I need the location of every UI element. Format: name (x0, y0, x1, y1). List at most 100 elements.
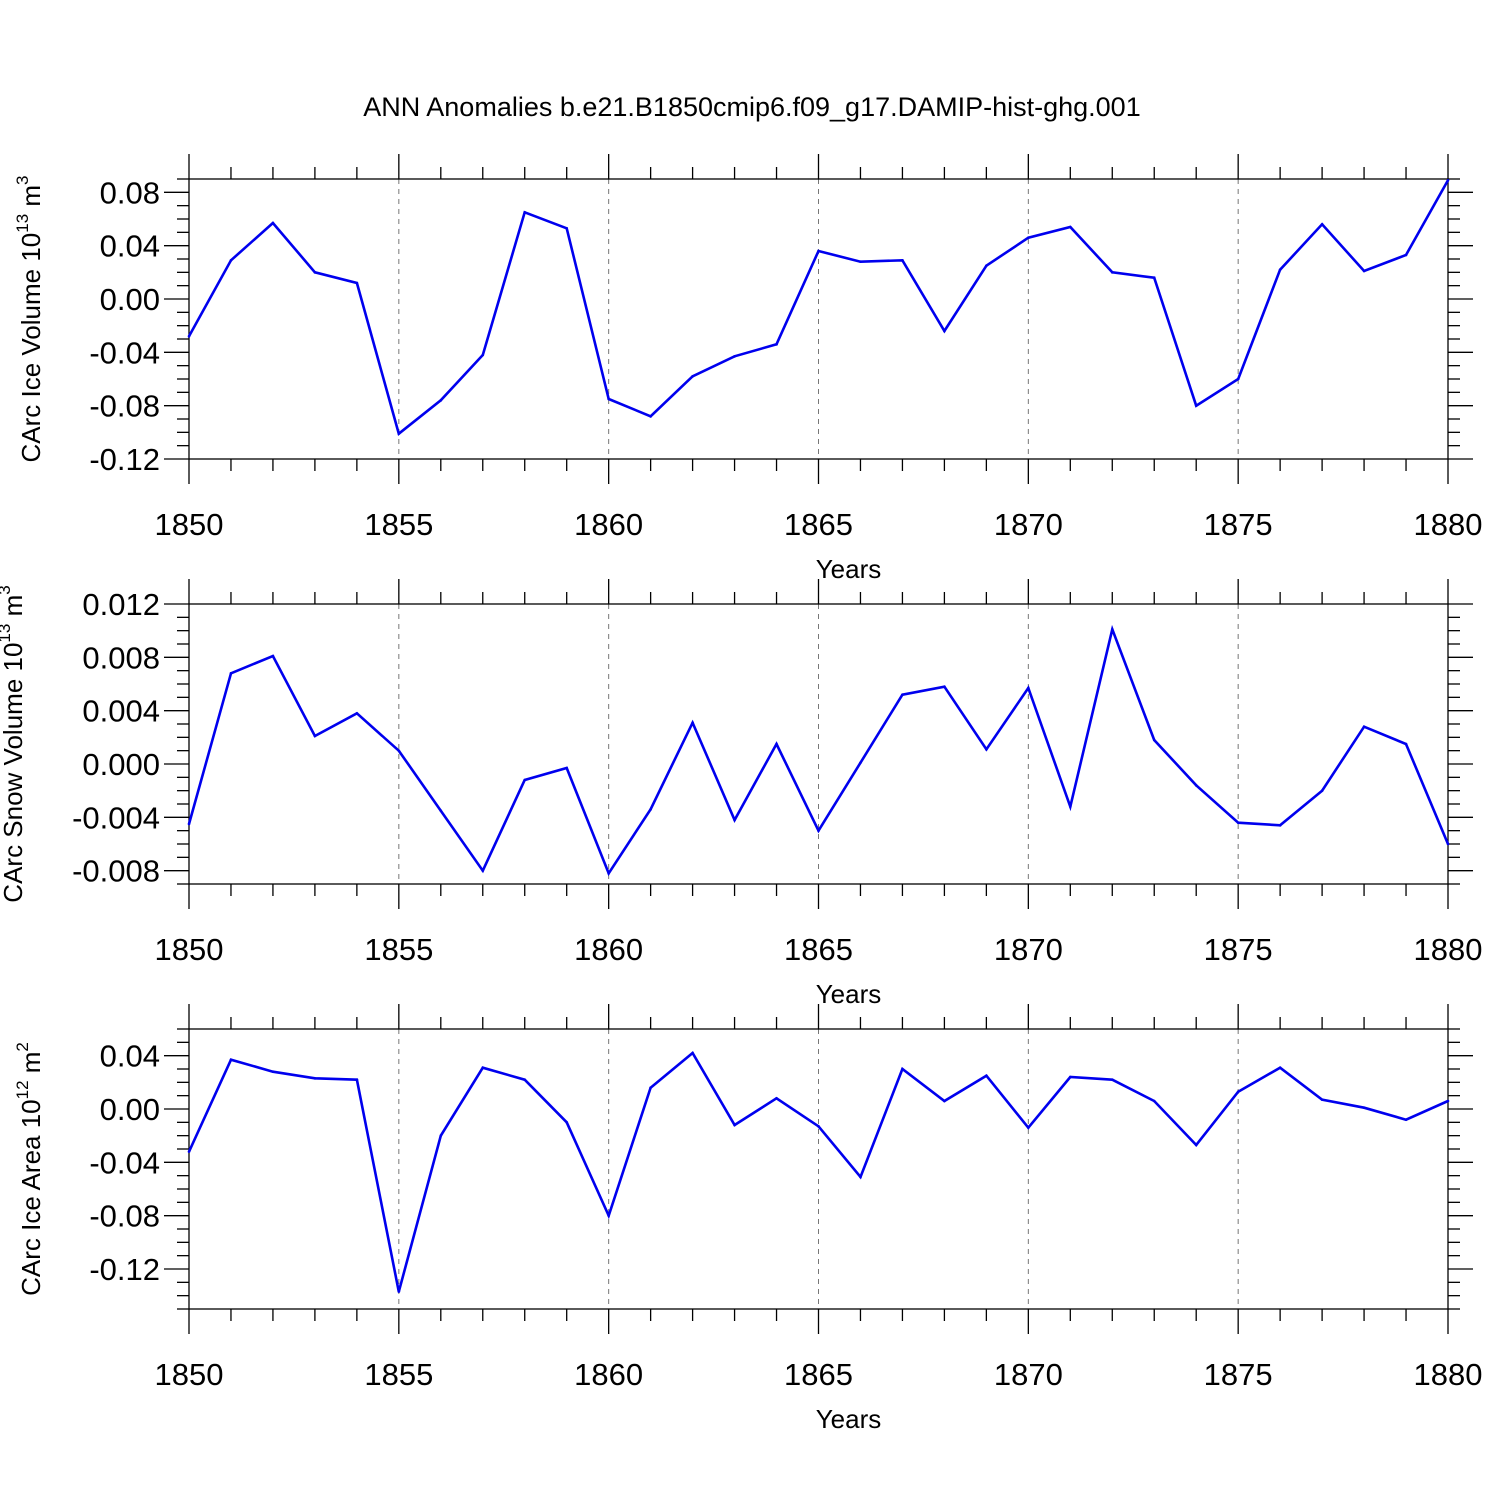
x-tick-label: 1850 (155, 1357, 224, 1392)
y-tick-label: -0.04 (89, 335, 160, 370)
series-line (187, 179, 1450, 436)
data-point (1320, 1098, 1324, 1101)
x-tick-label: 1855 (364, 507, 433, 542)
y-tick-label: 0.00 (100, 282, 160, 317)
x-tick-label: 1870 (994, 1357, 1063, 1392)
data-point (607, 1214, 610, 1217)
data-point (943, 685, 946, 688)
x-tick-label: 1870 (994, 507, 1063, 542)
data-point (1236, 1090, 1240, 1093)
data-point (607, 397, 610, 401)
data-point (901, 1067, 904, 1071)
data-point (313, 1077, 317, 1080)
data-point (523, 778, 527, 782)
y-tick-label: 0.04 (100, 1039, 160, 1074)
y-axis-label: CArc Ice Volume 1013 m3 (13, 175, 46, 462)
x-tick-label: 1850 (155, 932, 224, 967)
data-point (859, 761, 862, 764)
data-point (565, 1121, 568, 1124)
data-point (649, 1086, 652, 1089)
data-point (1236, 377, 1240, 381)
data-point (649, 415, 652, 418)
data-point (271, 654, 275, 658)
data-point (355, 281, 359, 285)
y-tick-label: 0.004 (82, 694, 160, 729)
data-point (271, 1070, 275, 1073)
data-point (1404, 1118, 1408, 1121)
data-point (817, 1125, 820, 1128)
data-point (1278, 824, 1282, 827)
data-point (985, 264, 988, 267)
y-tick-label: 0.08 (100, 175, 160, 210)
data-point (1278, 1066, 1282, 1069)
y-tick-label: 0.008 (82, 640, 160, 675)
data-point (1362, 1106, 1366, 1109)
data-point (733, 818, 736, 822)
data-point (565, 766, 568, 770)
data-point (1194, 1143, 1198, 1147)
data-point (523, 1078, 527, 1081)
data-point (1320, 223, 1324, 226)
x-tick-label: 1875 (1204, 1357, 1273, 1392)
data-point (1069, 225, 1072, 229)
panel-3: 0.04 0.00 -0.04 -0.08 -0.12 1850 1855 1860 1865 1… (13, 1004, 1482, 1434)
data-point (1069, 805, 1072, 808)
data-point (691, 721, 694, 724)
y-tick-label: 0.00 (100, 1092, 160, 1127)
x-tick-label: 1865 (784, 1357, 853, 1392)
data-point (859, 1175, 862, 1179)
x-tick-label: 1850 (155, 507, 224, 542)
data-point (1027, 686, 1030, 690)
x-tick-label: 1870 (994, 932, 1063, 967)
data-point (565, 227, 568, 230)
x-tick-label: 1880 (1414, 507, 1483, 542)
panels: 0.08 0.04 0.00 -0.04 -0.08 -0.12 1850 1855 1860 1… (0, 154, 1482, 1434)
data-point (229, 1058, 233, 1061)
data-point (1069, 1075, 1072, 1079)
x-tick-label: 1865 (784, 932, 853, 967)
y-tick-label: -0.08 (89, 389, 160, 424)
data-point (943, 329, 946, 333)
data-point (1194, 784, 1198, 787)
data-point (355, 712, 359, 715)
data-point (481, 1066, 485, 1069)
data-point (775, 742, 778, 746)
data-point (1027, 1126, 1030, 1129)
y-axis-label: CArc Snow Volume 1013 m3 (0, 585, 28, 902)
x-tick-label: 1865 (784, 507, 853, 542)
x-axis-label: Years (816, 1404, 882, 1434)
data-point (817, 829, 820, 832)
data-point (817, 249, 820, 253)
data-point (733, 1123, 736, 1127)
y-tick-label: -0.08 (89, 1199, 160, 1234)
data-point (1110, 628, 1114, 631)
data-point (439, 399, 443, 402)
data-point (1362, 269, 1366, 273)
data-point (985, 748, 988, 751)
x-axis-label: Years (816, 979, 882, 1009)
data-point (985, 1074, 988, 1077)
data-point (187, 822, 191, 826)
data-point (187, 335, 191, 338)
x-tick-label: 1880 (1414, 1357, 1483, 1392)
data-point (649, 808, 652, 811)
data-point (481, 869, 485, 872)
data-point (691, 1051, 694, 1055)
data-point (397, 1290, 401, 1293)
y-tick-label: -0.12 (89, 1252, 160, 1287)
data-point (775, 1097, 778, 1100)
data-point (397, 749, 401, 752)
data-point (397, 432, 401, 435)
data-point (1110, 271, 1114, 274)
data-point (1152, 738, 1156, 742)
y-tick-label: -0.008 (72, 854, 160, 889)
figure-title: ANN Anomalies b.e21.B1850cmip6.f09_g17.D… (363, 92, 1140, 122)
x-tick-label: 1880 (1414, 932, 1483, 967)
x-axis-label: Years (816, 554, 882, 584)
data-point (313, 734, 317, 738)
data-point (1446, 179, 1450, 182)
data-point (439, 1134, 443, 1137)
data-point (1194, 404, 1198, 407)
panel-2: 0.012 0.008 0.004 0.000 -0.004 -0.008 1850 1855… (0, 579, 1482, 1009)
